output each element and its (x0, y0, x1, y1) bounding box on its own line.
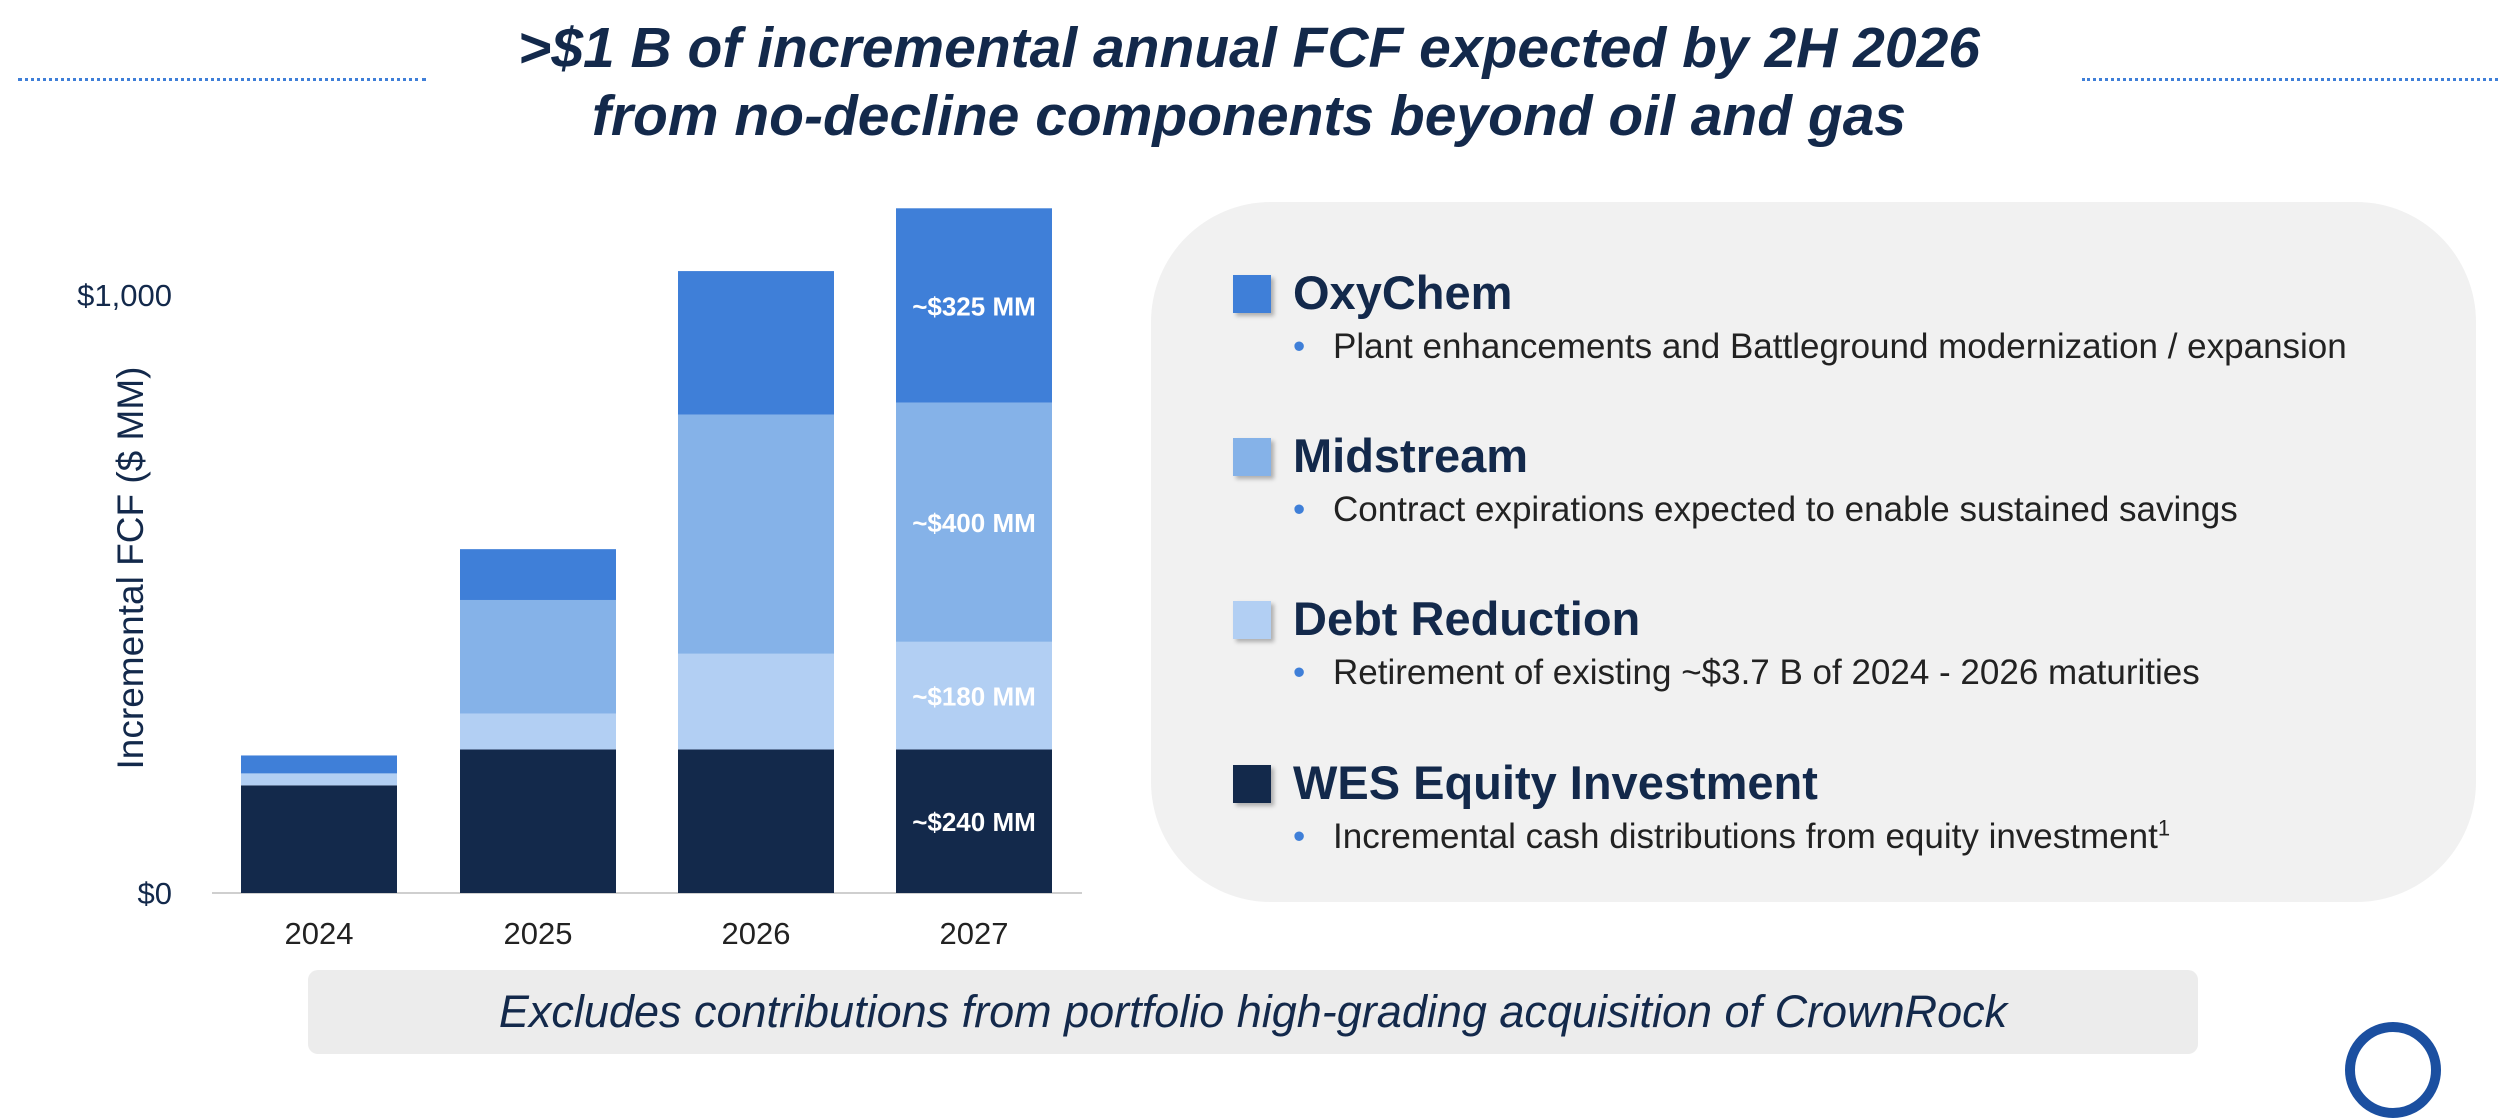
x-tick-label-2027: 2027 (940, 916, 1009, 951)
legend-swatch-wes-equity (1233, 765, 1271, 803)
legend-bullet-midstream: Contract expirations expected to enable … (1293, 490, 2238, 530)
legend-title-debt-reduction: Debt Reduction (1293, 592, 1641, 645)
bar-2024-wes-equity-investment (241, 785, 397, 893)
legend-bullet-oxychem: Plant enhancements and Battleground mode… (1293, 327, 2347, 367)
slide-title: >$1 B of incremental annual FCF expected… (0, 14, 2498, 150)
bar-2027-oxychem (896, 208, 1052, 403)
x-tick-label-2026: 2026 (722, 916, 791, 951)
bar-2025-debt-reduction (460, 713, 616, 750)
bar-2024-debt-reduction (241, 773, 397, 786)
data-label-midstream: ~$400 MM (912, 508, 1036, 538)
y-tick-label-1000: $1,000 (77, 278, 172, 313)
company-logo (2345, 1022, 2441, 1118)
bar-2025-midstream (460, 599, 616, 714)
stacked-bar-chart: 2024 2025 2026 2027 ~$240 MM ~$180 MM ~$400 MM… (77, 208, 1082, 951)
footer-note: Excludes contributions from portfolio hi… (308, 970, 2198, 1054)
bar-2027-midstream (896, 402, 1052, 642)
data-label-debt-reduction: ~$180 MM (912, 682, 1036, 712)
bar-2026-oxychem (678, 271, 834, 415)
legend-title-wes-equity: WES Equity Investment (1293, 756, 1818, 809)
legend-bullet-wes-equity: Incremental cash distributions from equi… (1293, 815, 2171, 857)
bar-2026-midstream (678, 414, 834, 654)
bar-2027-wes-equity-investment (896, 749, 1052, 893)
legend-swatch-midstream (1233, 438, 1271, 476)
title-rule-left (18, 78, 426, 81)
y-axis-label: Incremental FCF ($ MM) (110, 367, 151, 770)
legend-bullet-debt-reduction: Retirement of existing ~$3.7 B of 2024 -… (1293, 653, 2200, 693)
title-rule-right (2082, 78, 2498, 81)
bar-2024-oxychem (241, 755, 397, 774)
bar-2026-wes-equity-investment (678, 749, 834, 893)
slide-title-line-1: >$1 B of incremental annual FCF expected… (518, 16, 1980, 80)
bar-2025-wes-equity-investment (460, 749, 616, 893)
legend-panel (1151, 202, 2476, 902)
x-tick-label-2025: 2025 (504, 916, 573, 951)
legend-swatch-oxychem (1233, 275, 1271, 313)
bar-2027-debt-reduction (896, 641, 1052, 750)
x-tick-label-2024: 2024 (285, 916, 354, 951)
bar-2025-oxychem (460, 549, 616, 600)
legend-title-oxychem: OxyChem (1293, 266, 1513, 319)
legend-swatch-debt-reduction (1233, 601, 1271, 639)
slide-title-line-2: from no-decline components beyond oil an… (591, 84, 1907, 148)
legend-title-midstream: Midstream (1293, 429, 1529, 482)
data-label-wes-equity-investment: ~$240 MM (912, 807, 1036, 837)
footnote-marker: 1 (2157, 815, 2171, 841)
bar-2026-debt-reduction (678, 653, 834, 750)
data-label-oxychem: ~$325 MM (912, 291, 1036, 321)
y-tick-label-0: $0 (138, 876, 172, 911)
